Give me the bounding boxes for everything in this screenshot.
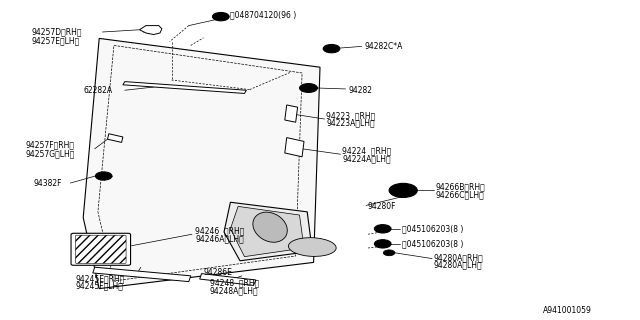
Circle shape: [212, 12, 229, 21]
Circle shape: [396, 187, 410, 194]
Text: 94257E〈LH〉: 94257E〈LH〉: [32, 36, 80, 45]
Circle shape: [300, 84, 317, 92]
Polygon shape: [93, 267, 191, 282]
Polygon shape: [285, 105, 298, 122]
Text: 94382F: 94382F: [33, 179, 62, 188]
Text: 94257G〈LH〉: 94257G〈LH〉: [26, 149, 75, 158]
Text: 94266C〈LH〉: 94266C〈LH〉: [435, 191, 484, 200]
Text: 94248  〈RH〉: 94248 〈RH〉: [210, 279, 259, 288]
Text: 94223A〈LH〉: 94223A〈LH〉: [326, 119, 375, 128]
FancyBboxPatch shape: [76, 235, 126, 263]
Circle shape: [374, 225, 391, 233]
Text: 94257D〈RH〉: 94257D〈RH〉: [32, 28, 83, 36]
Text: Ⓢ045106203(8 ): Ⓢ045106203(8 ): [402, 224, 463, 233]
Text: Ⓢ045106203(8 ): Ⓢ045106203(8 ): [402, 239, 463, 248]
Polygon shape: [224, 202, 312, 261]
Text: 94224A〈LH〉: 94224A〈LH〉: [342, 154, 391, 163]
Polygon shape: [108, 134, 123, 142]
FancyBboxPatch shape: [71, 233, 131, 265]
Polygon shape: [200, 274, 256, 285]
Text: S: S: [380, 226, 385, 231]
Polygon shape: [83, 38, 320, 289]
Text: 62282A: 62282A: [83, 86, 113, 95]
Circle shape: [383, 250, 395, 256]
Polygon shape: [123, 82, 246, 93]
Polygon shape: [140, 26, 162, 35]
Text: 94286E: 94286E: [204, 268, 232, 277]
Text: 94224  〈RH〉: 94224 〈RH〉: [342, 147, 392, 156]
Text: 94282C*A: 94282C*A: [365, 42, 403, 51]
Polygon shape: [230, 206, 304, 257]
Text: 94280A〈RH〉: 94280A〈RH〉: [434, 253, 484, 262]
Text: Ⓢ048704120(96 ): Ⓢ048704120(96 ): [230, 10, 297, 19]
Text: S: S: [329, 46, 334, 51]
Text: 94257F〈RH〉: 94257F〈RH〉: [26, 140, 75, 149]
Text: 94223  〈RH〉: 94223 〈RH〉: [326, 111, 376, 120]
Text: S: S: [380, 241, 385, 246]
Text: 94280A〈LH〉: 94280A〈LH〉: [434, 260, 483, 269]
Circle shape: [95, 172, 112, 180]
Text: S: S: [218, 14, 223, 19]
Text: 94248A〈LH〉: 94248A〈LH〉: [210, 286, 259, 295]
Circle shape: [323, 44, 340, 53]
Ellipse shape: [253, 212, 287, 242]
Circle shape: [389, 183, 417, 197]
Polygon shape: [285, 138, 304, 157]
Text: 94245F〈LH〉: 94245F〈LH〉: [76, 281, 124, 290]
Text: 94245E〈RH〉: 94245E〈RH〉: [76, 274, 125, 283]
Ellipse shape: [289, 238, 336, 256]
Text: 94266B〈RH〉: 94266B〈RH〉: [435, 183, 485, 192]
Circle shape: [374, 240, 391, 248]
Text: 94246  〈RH〉: 94246 〈RH〉: [195, 227, 244, 236]
Text: 94246A〈LH〉: 94246A〈LH〉: [195, 234, 244, 243]
Text: 94282: 94282: [349, 86, 372, 95]
Text: 94280F: 94280F: [368, 202, 397, 211]
Text: A941001059: A941001059: [543, 306, 591, 315]
